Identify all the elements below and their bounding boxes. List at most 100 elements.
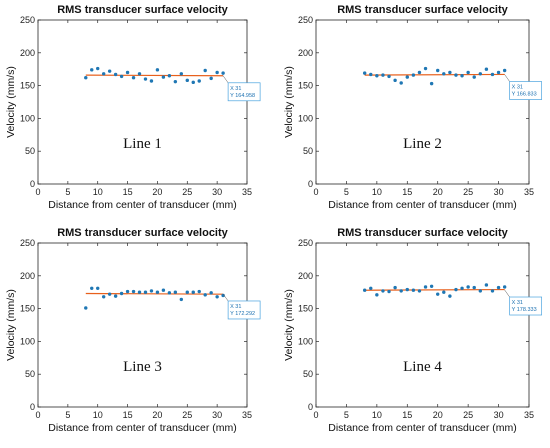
x-tick-label: 10: [372, 410, 382, 420]
datatip-y: Y 178.333: [512, 307, 537, 313]
data-point: [149, 289, 154, 293]
data-point: [197, 289, 201, 294]
data-point: [185, 290, 189, 294]
data-point: [173, 79, 178, 84]
data-point: [472, 285, 476, 290]
fit-line: [364, 288, 505, 291]
data-point: [484, 283, 489, 287]
x-tick-label: 20: [433, 410, 443, 420]
data-point: [131, 289, 136, 294]
data-point: [96, 286, 100, 290]
data-point: [119, 74, 124, 79]
x-tick-label: 30: [494, 187, 504, 197]
data-point: [143, 290, 148, 294]
data-point: [221, 71, 225, 75]
y-axis-label: Velocity (mm/s): [5, 289, 17, 361]
datatip-x: X 31: [512, 300, 523, 306]
data-point: [375, 293, 379, 297]
x-tick-label: 15: [123, 187, 133, 197]
x-axis-label: Distance from center of transducer (mm): [48, 422, 236, 434]
data-point: [90, 68, 94, 72]
x-tick-label: 0: [35, 187, 40, 197]
y-tick-label: 150: [298, 304, 313, 314]
data-point: [179, 72, 184, 76]
datatip-connector: [504, 289, 510, 298]
x-tick-label: 0: [313, 187, 318, 197]
data-point: [113, 294, 118, 298]
y-tick-label: 0: [308, 402, 313, 412]
y-tick-label: 50: [303, 369, 313, 379]
data-point: [387, 289, 391, 294]
data-point: [496, 285, 501, 290]
line-annotation: Line 1: [123, 136, 162, 152]
data-point: [442, 290, 446, 294]
chart-panel-4: 0 5 10 15 20 25 30 35 0 50 100 150 200 250 RMS transdu…: [283, 227, 543, 434]
plot-area: [315, 242, 530, 408]
data-point: [502, 68, 507, 73]
x-tick-label: 15: [123, 410, 133, 420]
y-tick-label: 50: [25, 369, 35, 379]
x-tick-label: 20: [152, 410, 162, 420]
data-point: [423, 66, 428, 71]
data-point: [369, 286, 373, 290]
chart-panel-1: 0 5 10 15 20 25 30 35 0 50 100 150 200 250 RMS transdu…: [5, 4, 261, 211]
datatip-box: [227, 300, 261, 320]
data-point: [381, 73, 385, 77]
data-point: [96, 66, 100, 71]
fit-line: [364, 73, 505, 76]
data-point: [490, 72, 495, 77]
x-tick-label: 20: [433, 187, 443, 197]
x-tick-label: 35: [242, 410, 252, 420]
x-tick-label: 0: [313, 410, 318, 420]
data-point: [125, 289, 130, 294]
data-point: [209, 76, 213, 81]
x-tick-label: 25: [463, 187, 473, 197]
data-point: [405, 287, 409, 292]
x-tick-label: 25: [463, 410, 473, 420]
data-point: [466, 285, 470, 289]
data-point: [90, 286, 94, 290]
data-point: [411, 73, 416, 77]
datatip-y: Y 164.958: [230, 93, 255, 99]
y-tick-label: 150: [298, 81, 313, 91]
data-point: [484, 67, 489, 71]
data-point: [411, 288, 416, 292]
datatip-x: X 31: [512, 85, 523, 91]
data-point: [167, 291, 172, 295]
data-point: [191, 290, 195, 294]
x-axis-label: Distance from center of transducer (mm): [328, 199, 516, 211]
plot-area: [315, 19, 530, 185]
x-tick-label: 15: [402, 187, 412, 197]
x-tick-label: 0: [35, 410, 40, 420]
y-tick-label: 100: [20, 113, 35, 123]
data-point: [119, 291, 124, 296]
data-point: [472, 75, 476, 79]
data-point: [107, 292, 112, 296]
data-point: [137, 290, 142, 294]
y-tick-label: 0: [30, 402, 35, 412]
line-annotation: Line 3: [123, 359, 162, 375]
fit-line: [85, 292, 224, 295]
data-point: [436, 292, 440, 296]
data-point: [466, 70, 470, 75]
data-point: [197, 79, 201, 83]
y-tick-label: 150: [20, 304, 35, 314]
line-annotation: Line 4: [403, 359, 442, 375]
data-point: [215, 70, 219, 75]
y-tick-label: 200: [20, 271, 35, 281]
data-point: [393, 78, 397, 83]
data-point: [393, 285, 397, 290]
data-point: [478, 72, 483, 76]
y-axis-label: Velocity (mm/s): [283, 66, 295, 138]
data-point: [215, 295, 219, 299]
x-tick-label: 20: [152, 187, 162, 197]
y-tick-label: 200: [298, 48, 313, 58]
data-point: [448, 294, 452, 298]
y-tick-label: 0: [30, 179, 35, 189]
y-tick-label: 50: [25, 146, 35, 156]
x-tick-label: 5: [65, 187, 70, 197]
chart-title: RMS transducer surface velocity: [337, 227, 508, 239]
y-axis-label: Velocity (mm/s): [5, 66, 17, 138]
data-point: [387, 74, 391, 79]
data-point: [155, 68, 160, 72]
